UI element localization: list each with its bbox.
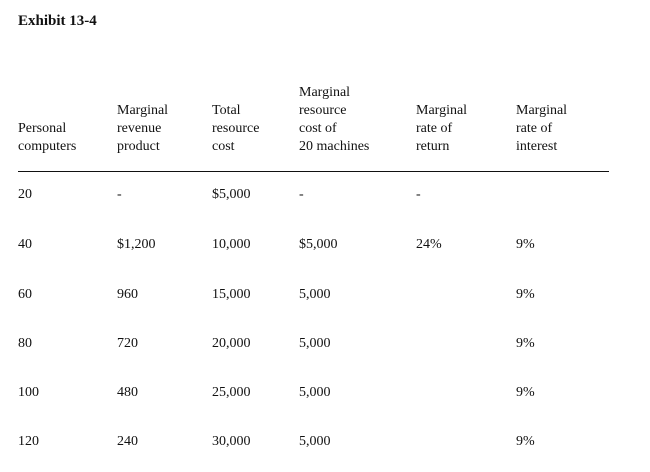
cell-marginal-revenue-product: 240 — [117, 434, 138, 449]
header-marginal-resource-cost: Marginal resource cost of 20 machines — [299, 84, 369, 156]
header-total-resource-cost: Total resource cost — [212, 102, 259, 156]
header-line: computers — [18, 139, 77, 154]
header-line: Marginal — [516, 103, 568, 118]
cell-marginal-revenue-product: 720 — [117, 336, 138, 351]
header-line: resource — [212, 121, 260, 136]
header-marginal-revenue-product: Marginal revenue product — [117, 102, 168, 156]
header-line: Personal — [18, 121, 67, 136]
cell-marginal-resource-cost: 5,000 — [299, 385, 331, 400]
header-line: product — [117, 139, 160, 154]
header-line: return — [416, 139, 450, 154]
header-line: Marginal — [117, 103, 169, 118]
cell-marginal-resource-cost: - — [299, 187, 304, 202]
cell-personal-computers: 120 — [18, 434, 39, 449]
cell-personal-computers: 60 — [18, 287, 32, 302]
header-line: rate of — [516, 121, 553, 136]
cell-marginal-revenue-product: - — [117, 187, 122, 202]
exhibit-title: Exhibit 13-4 — [18, 13, 97, 29]
table-row: 100 480 25,000 5,000 9% — [0, 383, 650, 403]
header-line: 20 machines — [299, 139, 370, 154]
cell-marginal-resource-cost: $5,000 — [299, 237, 338, 252]
cell-marginal-rate-of-interest: 9% — [516, 385, 535, 400]
cell-marginal-resource-cost: 5,000 — [299, 336, 331, 351]
cell-total-resource-cost: $5,000 — [212, 187, 251, 202]
header-personal-computers: Personal computers — [18, 120, 76, 156]
cell-marginal-rate-of-return: 24% — [416, 237, 442, 252]
cell-marginal-rate-of-interest: 9% — [516, 287, 535, 302]
cell-total-resource-cost: 15,000 — [212, 287, 251, 302]
cell-personal-computers: 100 — [18, 385, 39, 400]
header-line: Marginal — [299, 85, 351, 100]
cell-marginal-resource-cost: 5,000 — [299, 287, 331, 302]
header-line: revenue — [117, 121, 162, 136]
table-row: 120 240 30,000 5,000 9% — [0, 432, 650, 452]
table-row: 40 $1,200 10,000 $5,000 24% 9% — [0, 235, 650, 255]
header-marginal-rate-of-interest: Marginal rate of interest — [516, 102, 567, 156]
cell-marginal-rate-of-interest: 9% — [516, 237, 535, 252]
cell-total-resource-cost: 25,000 — [212, 385, 251, 400]
header-marginal-rate-of-return: Marginal rate of return — [416, 102, 467, 156]
table-row: 20 - $5,000 - - — [0, 185, 650, 205]
header-line: resource — [299, 103, 347, 118]
table-row: 80 720 20,000 5,000 9% — [0, 334, 650, 354]
cell-total-resource-cost: 30,000 — [212, 434, 251, 449]
cell-personal-computers: 80 — [18, 336, 32, 351]
cell-marginal-rate-of-interest: 9% — [516, 434, 535, 449]
cell-personal-computers: 40 — [18, 237, 32, 252]
cell-marginal-revenue-product: 480 — [117, 385, 138, 400]
header-line: cost of — [299, 121, 337, 136]
header-line: Marginal — [416, 103, 468, 118]
cell-marginal-revenue-product: 960 — [117, 287, 138, 302]
cell-marginal-rate-of-return: - — [416, 187, 421, 202]
cell-total-resource-cost: 10,000 — [212, 237, 251, 252]
cell-marginal-rate-of-interest: 9% — [516, 336, 535, 351]
cell-marginal-resource-cost: 5,000 — [299, 434, 331, 449]
header-line: Total — [212, 103, 241, 118]
header-line: rate of — [416, 121, 453, 136]
header-divider — [18, 171, 609, 172]
cell-total-resource-cost: 20,000 — [212, 336, 251, 351]
cell-personal-computers: 20 — [18, 187, 32, 202]
header-line: cost — [212, 139, 235, 154]
table-row: 60 960 15,000 5,000 9% — [0, 285, 650, 305]
header-line: interest — [516, 139, 558, 154]
cell-marginal-revenue-product: $1,200 — [117, 237, 156, 252]
